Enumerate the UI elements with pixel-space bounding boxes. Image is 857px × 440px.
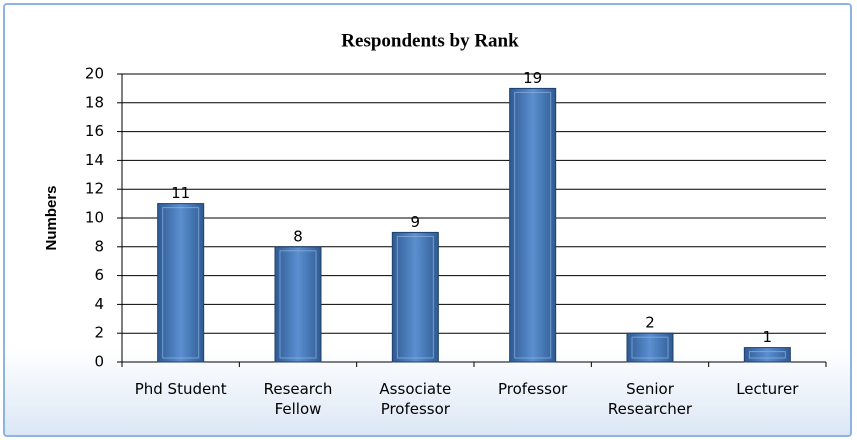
bar bbox=[391, 231, 439, 363]
y-tick-label: 2 bbox=[94, 324, 104, 342]
x-tick-label: Phd Student bbox=[134, 380, 227, 398]
y-tick-label: 10 bbox=[85, 209, 104, 227]
x-tick-label: Research Fellow bbox=[263, 380, 333, 418]
y-tick-label: 12 bbox=[85, 180, 104, 198]
data-label: 2 bbox=[645, 314, 655, 332]
y-tick-label: 0 bbox=[94, 353, 104, 371]
data-label: 9 bbox=[411, 213, 421, 231]
x-tick-label: Lecturer bbox=[736, 380, 799, 398]
bar-bevel bbox=[279, 250, 317, 359]
y-tick-label: 6 bbox=[94, 266, 104, 284]
y-tick-label: 14 bbox=[85, 151, 104, 169]
bar-bevel bbox=[631, 336, 669, 359]
bar bbox=[157, 203, 205, 363]
data-label: 19 bbox=[523, 69, 542, 87]
bar-bevel bbox=[514, 91, 552, 359]
x-tick-label: Senior Researcher bbox=[607, 380, 693, 418]
bar bbox=[274, 246, 322, 363]
bar-bevel bbox=[748, 351, 786, 359]
bar-bevel bbox=[162, 207, 200, 359]
bar bbox=[626, 332, 674, 363]
data-label: 11 bbox=[171, 184, 190, 202]
data-label: 1 bbox=[763, 328, 773, 346]
y-tick-label: 20 bbox=[85, 65, 104, 83]
bar bbox=[743, 347, 791, 363]
y-axis-label: Numbers bbox=[43, 185, 60, 250]
data-label: 8 bbox=[293, 227, 303, 245]
chart-title: Respondents by Rank bbox=[341, 30, 519, 51]
y-tick-label: 18 bbox=[85, 93, 104, 111]
y-tick-label: 4 bbox=[94, 295, 104, 313]
bar-bevel bbox=[396, 235, 434, 359]
x-tick-label: Professor bbox=[498, 380, 568, 398]
bar bbox=[509, 87, 557, 363]
y-tick-label: 16 bbox=[85, 122, 104, 140]
y-tick-label: 8 bbox=[94, 237, 104, 255]
x-tick-label: Associate Professor bbox=[379, 380, 452, 418]
